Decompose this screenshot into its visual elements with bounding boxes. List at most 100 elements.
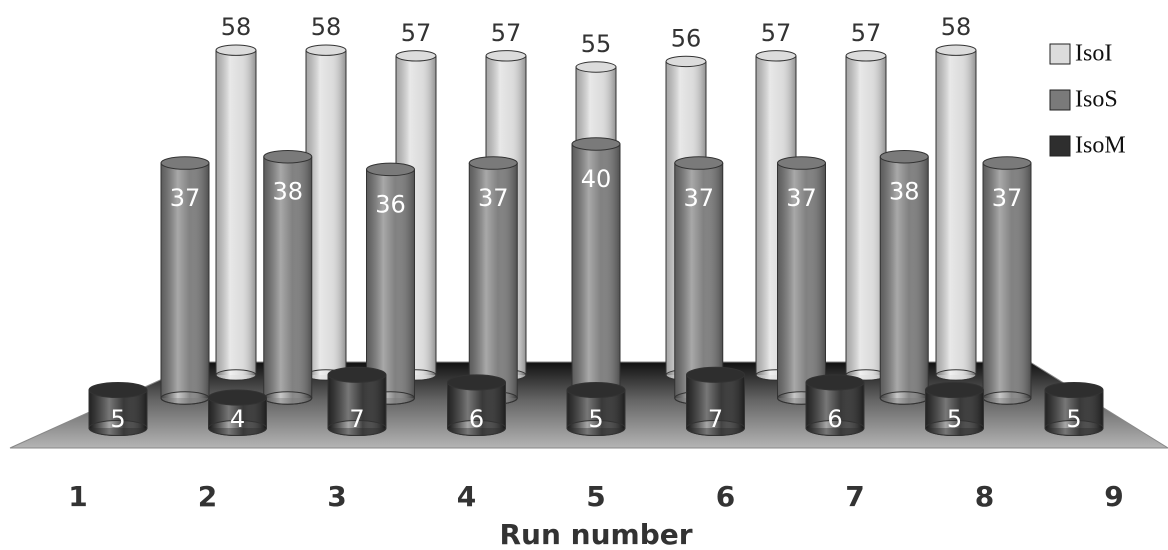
cylinder-shade <box>846 55 886 376</box>
x-tick-label: 7 <box>845 480 864 513</box>
value-label: 58 <box>221 13 252 41</box>
cylinder <box>366 162 415 405</box>
cylinder <box>566 381 626 437</box>
cylinder-top <box>208 389 267 406</box>
value-label: 5 <box>947 405 962 433</box>
cylinder-top <box>366 162 415 177</box>
value-label: 40 <box>581 165 612 193</box>
value-label: 5 <box>110 405 125 433</box>
cylinder-shade <box>216 50 256 375</box>
cylinder <box>88 381 148 437</box>
cylinder <box>777 156 826 405</box>
value-label: 57 <box>401 19 432 47</box>
cylinder-top <box>485 50 527 62</box>
cylinder <box>1044 381 1104 437</box>
value-label: 37 <box>683 184 714 212</box>
value-label: 55 <box>581 30 612 58</box>
cylinder <box>674 156 724 405</box>
cylinder-top <box>395 50 437 62</box>
cylinder-shade <box>469 163 518 398</box>
cylinder-top <box>1044 381 1104 399</box>
cylinder-shade <box>328 374 386 428</box>
cylinder-shade <box>936 50 976 375</box>
legend-label: IsoS <box>1075 87 1118 113</box>
x-tick-label: 3 <box>327 480 346 513</box>
legend: IsoI IsoS IsoM <box>1049 41 1126 159</box>
value-label: 57 <box>851 19 882 47</box>
cylinder <box>208 389 267 437</box>
cylinder-top <box>879 149 929 164</box>
cylinder-base-shade <box>982 391 1032 405</box>
x-tick-label: 8 <box>975 480 994 513</box>
cylinder-shade <box>983 163 1031 398</box>
value-label: 7 <box>708 405 723 433</box>
cylinder-top <box>447 374 506 391</box>
value-label: 5 <box>1066 405 1081 433</box>
cylinder-top <box>686 366 745 383</box>
x-tick-label: 1 <box>68 480 87 513</box>
cylinder <box>447 374 506 437</box>
cylinder-shade <box>572 144 620 398</box>
value-label: 37 <box>170 184 201 212</box>
value-label: 56 <box>671 24 702 52</box>
cylinder-base-shade <box>263 391 313 405</box>
cylinder-top <box>305 44 347 56</box>
legend-label: IsoM <box>1075 133 1126 159</box>
cylinder-base-shade <box>879 391 929 405</box>
cylinder-top <box>571 137 621 151</box>
cylinder <box>845 50 887 381</box>
cylinder-top <box>160 156 210 170</box>
value-label: 37 <box>478 184 509 212</box>
cylinder-shade <box>263 156 312 398</box>
cylinder-top <box>845 50 887 62</box>
cylinder-shade <box>306 50 346 375</box>
cylinder <box>468 156 518 405</box>
x-tick-label: 6 <box>716 480 735 513</box>
value-label: 38 <box>889 178 920 206</box>
cylinder-shade <box>674 163 723 398</box>
cylinder-top <box>755 50 797 62</box>
cylinder-shade <box>880 156 929 398</box>
cylinder <box>686 366 745 437</box>
cylinder-top <box>88 381 148 399</box>
cylinder <box>925 381 984 437</box>
x-tick-label: 9 <box>1104 480 1123 513</box>
cylinder-shade <box>161 163 209 398</box>
cylinder-top <box>777 156 826 170</box>
cylinder-top <box>215 44 257 56</box>
x-tick-label: 5 <box>586 480 605 513</box>
cylinder-shade <box>686 374 745 428</box>
cylinder-top <box>575 61 617 73</box>
cylinder-base-shade <box>935 369 977 381</box>
cylinder-top <box>468 156 518 170</box>
value-label: 6 <box>469 405 484 433</box>
legend-swatch <box>1049 43 1071 65</box>
cylinder-base-shade <box>160 391 210 405</box>
cylinder <box>263 149 313 405</box>
cylinder <box>982 156 1032 405</box>
value-label: 37 <box>992 184 1023 212</box>
x-axis-title: Run number <box>499 518 692 550</box>
cylinder-top <box>263 149 313 164</box>
cylinder <box>305 44 347 381</box>
cylinder-top <box>982 156 1032 170</box>
value-label: 58 <box>311 13 342 41</box>
cylinder <box>160 156 210 405</box>
cylinder-top <box>935 44 977 56</box>
value-label: 36 <box>375 190 406 218</box>
value-label: 57 <box>761 19 792 47</box>
cylinder-top <box>327 366 387 383</box>
cylinder-base-shade <box>215 369 257 381</box>
legend-swatch <box>1049 89 1071 111</box>
value-label: 4 <box>230 405 245 433</box>
value-label: 7 <box>349 405 364 433</box>
cylinder-top <box>566 381 626 399</box>
cylinder-shade <box>777 163 826 398</box>
cylinder <box>327 366 387 437</box>
value-label: 37 <box>786 184 817 212</box>
x-tick-label: 2 <box>198 480 217 513</box>
value-label: 38 <box>272 178 303 206</box>
cylinder-top <box>925 381 984 399</box>
